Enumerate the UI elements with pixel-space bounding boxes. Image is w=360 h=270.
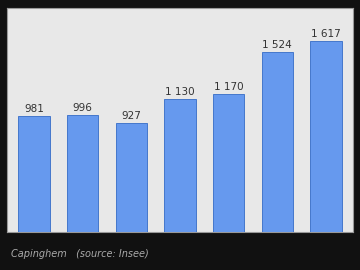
- Bar: [116, 123, 147, 232]
- Bar: [310, 42, 342, 232]
- Text: Capinghem   (source: Insee): Capinghem (source: Insee): [11, 249, 149, 259]
- Text: 1 130: 1 130: [165, 87, 195, 97]
- Text: 1 524: 1 524: [262, 40, 292, 50]
- Text: 1 170: 1 170: [214, 82, 243, 92]
- Bar: [261, 52, 293, 232]
- Bar: [213, 94, 244, 232]
- Text: 1 617: 1 617: [311, 29, 341, 39]
- Bar: [67, 115, 99, 232]
- Bar: [18, 116, 50, 232]
- Text: 996: 996: [73, 103, 93, 113]
- Bar: [164, 99, 196, 232]
- Text: 981: 981: [24, 104, 44, 114]
- Text: 927: 927: [121, 111, 141, 121]
